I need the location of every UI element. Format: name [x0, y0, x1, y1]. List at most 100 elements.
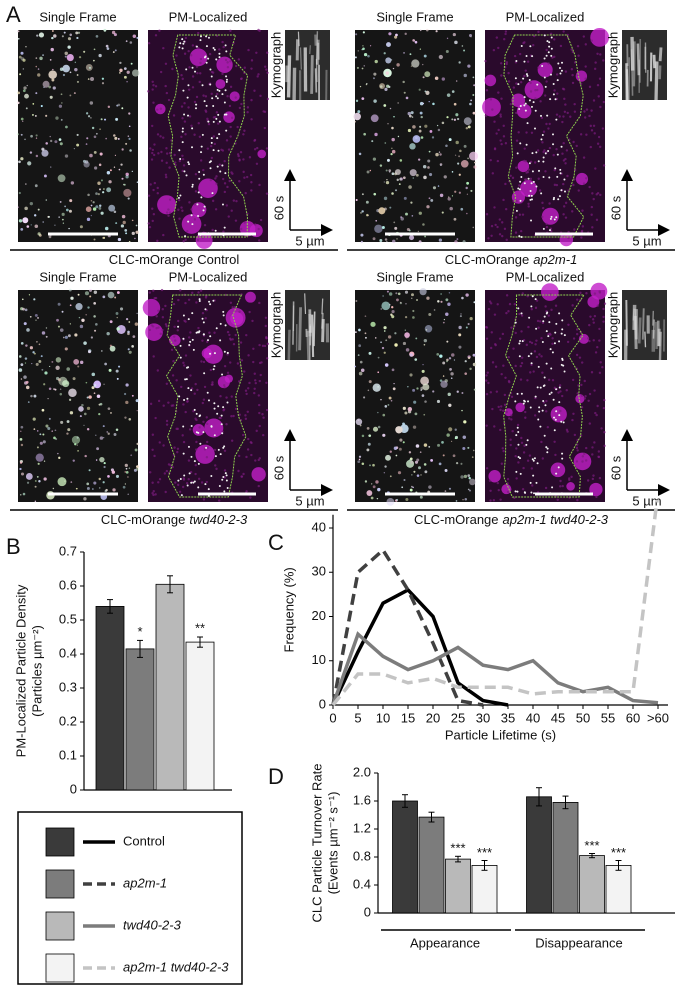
haze [194, 382, 197, 386]
particle [383, 330, 386, 332]
particle [386, 241, 388, 243]
time-bar-label: 60 s [608, 455, 623, 480]
particle [419, 495, 423, 499]
haze [561, 394, 564, 398]
particle [456, 238, 459, 240]
haze [597, 450, 601, 453]
haze [152, 490, 155, 493]
particle [83, 412, 87, 416]
haze [254, 381, 257, 385]
particle [210, 475, 213, 478]
haze [570, 68, 574, 71]
particle [206, 391, 209, 394]
haze [181, 169, 184, 173]
haze [191, 44, 195, 47]
particle [116, 324, 126, 334]
particle [443, 318, 446, 321]
blob [590, 27, 610, 47]
particle [121, 148, 124, 151]
haze [225, 422, 228, 426]
haze [524, 69, 527, 72]
particle [53, 388, 55, 390]
particle [56, 318, 59, 322]
particle [22, 217, 29, 224]
haze [204, 95, 208, 98]
haze [502, 135, 506, 138]
particle [423, 443, 428, 447]
particle [407, 386, 409, 388]
particle [399, 302, 403, 305]
haze [196, 238, 200, 242]
blob [195, 444, 215, 464]
particle [409, 488, 413, 492]
particle [101, 82, 105, 85]
particle [458, 191, 461, 194]
y-tick-label: 1.2 [353, 820, 371, 835]
particle [29, 202, 33, 206]
particle [203, 56, 206, 59]
haze [491, 172, 495, 175]
haze [153, 181, 157, 185]
blob [245, 291, 256, 303]
haze [557, 391, 560, 394]
particle [418, 466, 421, 470]
particle [69, 71, 72, 74]
haze [152, 188, 155, 192]
particle [221, 478, 224, 481]
particle [222, 310, 225, 313]
particle [66, 432, 69, 435]
haze [576, 392, 579, 395]
haze [565, 149, 569, 152]
haze [543, 149, 546, 152]
particle [472, 449, 475, 452]
particle [134, 448, 138, 452]
particle [57, 452, 59, 455]
particle [387, 404, 390, 406]
particle [391, 315, 395, 319]
particle [467, 322, 470, 326]
particle [20, 378, 23, 380]
particle [441, 211, 444, 214]
particle [409, 169, 417, 177]
particle [467, 64, 471, 68]
particle [95, 434, 97, 436]
image-label: Single Frame [39, 269, 116, 284]
haze [563, 205, 566, 208]
particle [366, 213, 369, 217]
haze [216, 122, 220, 125]
particle [448, 357, 452, 360]
particle [372, 426, 379, 432]
blob [482, 97, 501, 117]
pm-localized-image [142, 288, 270, 502]
particle [470, 189, 473, 192]
haze [175, 379, 178, 382]
haze [258, 301, 261, 305]
haze [183, 52, 187, 55]
haze [505, 410, 508, 413]
particle [116, 327, 120, 331]
haze [232, 199, 236, 202]
particle [464, 372, 468, 375]
particle [78, 56, 82, 59]
haze [171, 465, 174, 469]
blob [225, 307, 246, 328]
particle [391, 310, 395, 314]
haze [505, 311, 508, 315]
haze [190, 124, 193, 127]
particle [383, 181, 386, 183]
haze [590, 371, 594, 374]
particle [528, 194, 531, 197]
particle [432, 102, 435, 106]
haze [525, 343, 529, 347]
haze [199, 289, 203, 292]
particle [85, 206, 92, 213]
haze [229, 135, 232, 138]
haze [208, 52, 212, 56]
haze [181, 154, 184, 157]
particle [548, 45, 551, 48]
haze [551, 337, 554, 340]
particle [545, 446, 548, 449]
particle [33, 352, 36, 355]
haze [202, 360, 206, 364]
particle [97, 193, 100, 196]
